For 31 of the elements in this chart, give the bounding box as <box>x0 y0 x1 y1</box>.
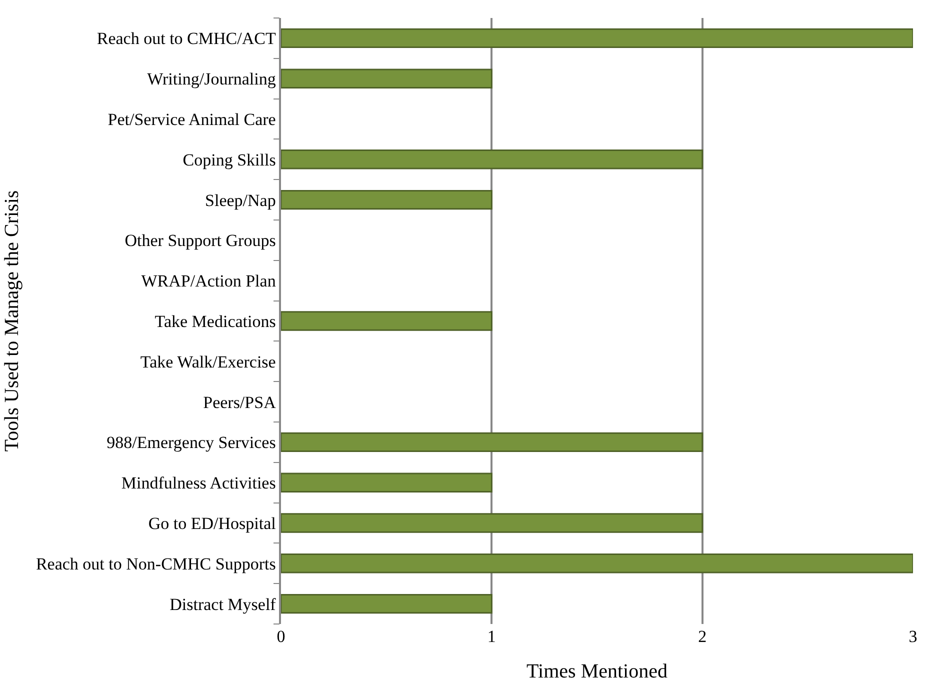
y-tick-label: Go to ED/Hospital <box>148 514 276 533</box>
bar <box>281 472 492 492</box>
y-tick-label: Mindfulness Activities <box>121 474 276 493</box>
y-tick-label: Distract Myself <box>170 594 276 614</box>
y-tick-label: Sleep/Nap <box>205 190 276 210</box>
y-tick-label: Pet/Service Animal Care <box>108 110 276 129</box>
x-tick-label: 3 <box>908 627 918 646</box>
bar <box>281 554 913 574</box>
bar <box>281 190 492 210</box>
y-tick-label: WRAP/Action Plan <box>141 272 276 291</box>
y-tick-label: Writing/Journaling <box>147 70 276 89</box>
y-tick-label: Take Walk/Exercise <box>140 352 276 372</box>
x-tick-label: 1 <box>487 627 496 646</box>
bar <box>281 594 492 614</box>
y-axis-title: Tools Used to Manage the Crisis <box>0 190 23 452</box>
y-tick-label: Reach out to CMHC/ACT <box>96 29 276 48</box>
y-tick-label: 988/Emergency Services <box>106 433 276 452</box>
y-tick-label: Peers/PSA <box>203 392 277 412</box>
bar <box>281 432 704 452</box>
y-tick-label: Take Medications <box>154 312 276 331</box>
y-tick-label: Coping Skills <box>182 150 276 170</box>
x-tick-label: 0 <box>276 627 286 646</box>
bar <box>281 150 704 170</box>
bar <box>281 68 492 88</box>
y-tick-label: Other Support Groups <box>124 231 276 250</box>
x-axis-title: Times Mentioned <box>526 660 668 682</box>
bar <box>281 513 704 533</box>
bar <box>281 28 913 48</box>
bar <box>281 311 492 331</box>
y-tick-label: Reach out to Non-CMHC Supports <box>36 554 276 574</box>
x-tick-label: 2 <box>698 627 707 646</box>
